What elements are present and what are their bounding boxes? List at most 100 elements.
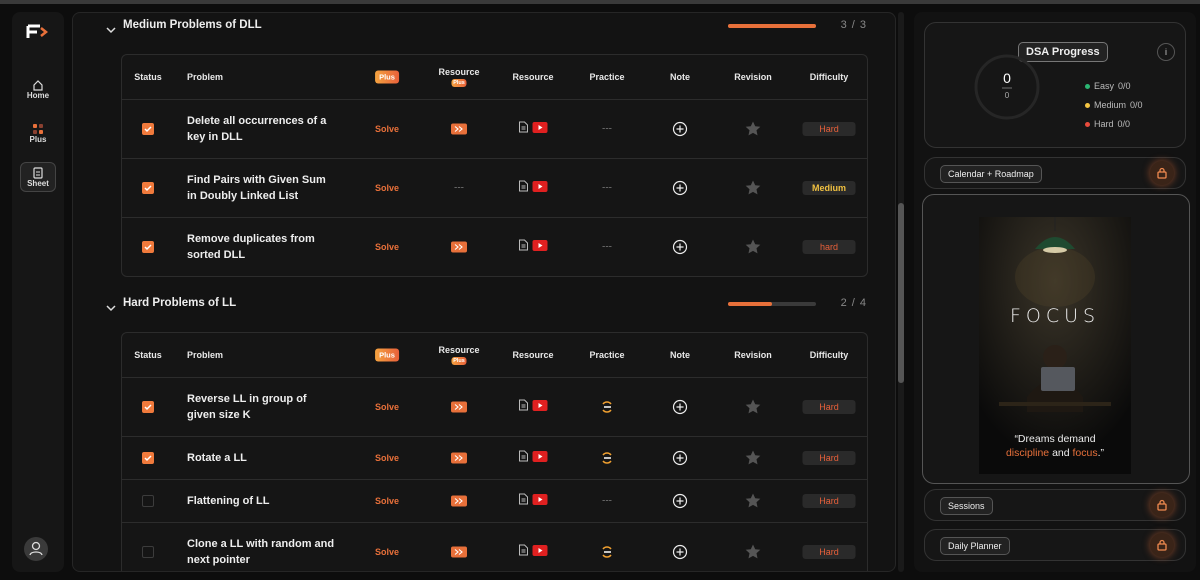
article-icon[interactable] xyxy=(519,238,529,256)
article-icon[interactable] xyxy=(519,398,529,416)
resources xyxy=(519,179,548,197)
add-note[interactable] xyxy=(672,544,688,560)
video-icon[interactable] xyxy=(532,120,548,138)
plus-badge: Plus xyxy=(375,70,399,84)
section-header[interactable]: Medium Problems of DLL 3 / 3 xyxy=(73,13,895,39)
solve-link[interactable]: Solve xyxy=(374,402,400,412)
problem-row: Flattening of LL Solve --- Hard xyxy=(122,480,867,523)
scroll-thumb[interactable] xyxy=(898,203,904,383)
level-count: 0/0 xyxy=(1117,119,1131,129)
add-note[interactable] xyxy=(672,493,688,509)
difficulty-badge: Hard xyxy=(802,451,856,465)
column-header: Resource xyxy=(512,72,554,82)
progress-track xyxy=(728,302,816,306)
plus-resource[interactable] xyxy=(451,123,467,135)
nav-item[interactable]: Home xyxy=(23,74,53,104)
lock-icon[interactable] xyxy=(1150,533,1174,557)
logo[interactable] xyxy=(26,24,50,40)
add-note[interactable] xyxy=(672,180,688,196)
quote-part: discipline xyxy=(1005,447,1050,459)
lock-icon[interactable] xyxy=(1150,161,1174,185)
plus-resource[interactable] xyxy=(451,452,467,464)
column-header: Resource Plus xyxy=(438,67,480,87)
video-icon[interactable] xyxy=(532,449,548,467)
column-header: Status xyxy=(134,350,162,360)
solve-link[interactable]: Solve xyxy=(374,124,400,134)
collapse-toggle[interactable] xyxy=(106,21,116,39)
plus-resource[interactable] xyxy=(451,546,467,558)
problem-name[interactable]: Remove duplicates from sorted DLL xyxy=(187,233,315,261)
problem-name[interactable]: Clone a LL with random and next pointer xyxy=(187,538,335,566)
practice-empty: --- xyxy=(602,123,612,135)
problem-name[interactable]: Flattening of LL xyxy=(187,495,270,507)
add-note[interactable] xyxy=(672,450,688,466)
solve-link[interactable]: Solve xyxy=(374,183,400,193)
article-icon[interactable] xyxy=(519,449,529,467)
solve-link[interactable]: Solve xyxy=(374,453,400,463)
difficulty-badge: Hard xyxy=(802,122,856,136)
plus-resource[interactable] xyxy=(451,495,467,507)
article-icon[interactable] xyxy=(519,492,529,510)
problem-name[interactable]: Reverse LL in group of given size K xyxy=(187,393,307,421)
focus-image xyxy=(979,217,1131,474)
level-item: Medium 0/0 xyxy=(1085,100,1143,110)
lock-icon[interactable] xyxy=(1150,493,1174,517)
avatar[interactable] xyxy=(23,536,49,562)
problem-name[interactable]: Find Pairs with Given Sum in Doubly Link… xyxy=(187,174,326,202)
section-header[interactable]: Hard Problems of LL 2 / 4 xyxy=(73,291,895,317)
solve-link[interactable]: Solve xyxy=(374,496,400,506)
video-icon[interactable] xyxy=(532,492,548,510)
difficulty-badge: Hard xyxy=(802,545,856,559)
level-name: Hard xyxy=(1094,119,1114,129)
column-header: Note xyxy=(670,350,690,360)
status-checkbox[interactable] xyxy=(142,546,154,558)
revision-star[interactable] xyxy=(744,449,762,467)
sessions-card[interactable]: Sessions xyxy=(924,489,1186,521)
nav-item[interactable]: Plus xyxy=(23,118,53,148)
planner-card[interactable]: Daily Planner xyxy=(924,529,1186,561)
video-icon[interactable] xyxy=(532,238,548,256)
article-icon[interactable] xyxy=(519,120,529,138)
practice-empty: --- xyxy=(602,241,612,253)
revision-star[interactable] xyxy=(744,238,762,256)
revision-star[interactable] xyxy=(744,179,762,197)
solve-link[interactable]: Solve xyxy=(374,242,400,252)
solve-link[interactable]: Solve xyxy=(374,547,400,557)
status-checkbox[interactable] xyxy=(142,241,154,253)
calendar-card[interactable]: Calendar + Roadmap xyxy=(924,157,1186,189)
section-title: Hard Problems of LL xyxy=(123,297,237,309)
video-icon[interactable] xyxy=(532,543,548,561)
practice-link[interactable] xyxy=(600,451,614,465)
add-note[interactable] xyxy=(672,239,688,255)
video-icon[interactable] xyxy=(532,398,548,416)
solved-count: 0 xyxy=(1003,70,1011,86)
article-icon[interactable] xyxy=(519,179,529,197)
revision-star[interactable] xyxy=(744,120,762,138)
add-note[interactable] xyxy=(672,121,688,137)
progress-label: 3 / 3 xyxy=(840,19,867,31)
add-note[interactable] xyxy=(672,399,688,415)
info-button[interactable]: i xyxy=(1157,43,1175,61)
practice-link[interactable] xyxy=(600,545,614,559)
revision-star[interactable] xyxy=(744,492,762,510)
plus-resource[interactable] xyxy=(451,241,467,253)
article-icon[interactable] xyxy=(519,543,529,561)
revision-star[interactable] xyxy=(744,543,762,561)
status-checkbox[interactable] xyxy=(142,123,154,135)
status-checkbox[interactable] xyxy=(142,182,154,194)
progress-fill xyxy=(728,24,816,28)
status-checkbox[interactable] xyxy=(142,495,154,507)
progress-fill xyxy=(728,302,772,306)
difficulty-badge: Hard xyxy=(802,400,856,414)
problem-name[interactable]: Rotate a LL xyxy=(187,452,247,464)
video-icon[interactable] xyxy=(532,179,548,197)
column-header: Status xyxy=(134,72,162,82)
collapse-toggle[interactable] xyxy=(106,299,116,317)
problem-name[interactable]: Delete all occurrences of a key in DLL xyxy=(187,115,327,143)
practice-link[interactable] xyxy=(600,400,614,414)
nav-item[interactable]: Sheet xyxy=(20,162,56,192)
status-checkbox[interactable] xyxy=(142,452,154,464)
status-checkbox[interactable] xyxy=(142,401,154,413)
revision-star[interactable] xyxy=(744,398,762,416)
plus-resource[interactable] xyxy=(451,401,467,413)
